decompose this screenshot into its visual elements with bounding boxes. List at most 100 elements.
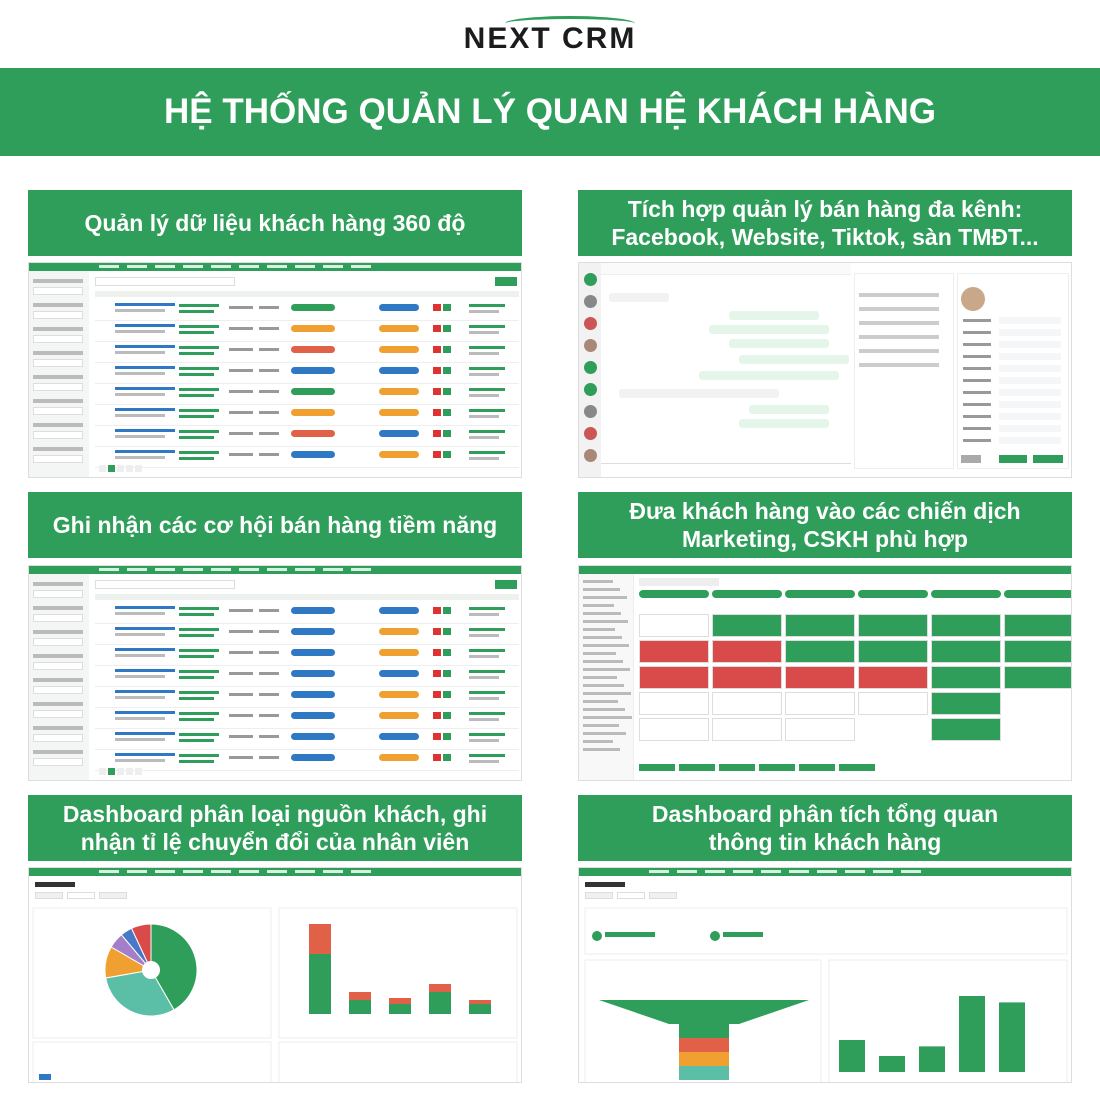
- panel-caption: Quản lý dữ liệu khách hàng 360 độ: [28, 190, 522, 256]
- ui-block: [33, 311, 83, 319]
- ui-block: [127, 568, 147, 571]
- ui-block: [961, 455, 981, 463]
- ui-block: [259, 306, 279, 309]
- ui-block: [963, 367, 991, 370]
- ui-shape: [592, 931, 602, 941]
- ui-block: [291, 430, 335, 437]
- ui-block: [999, 377, 1061, 384]
- panel-caption: Đưa khách hàng vào các chiến dịch Marketi…: [578, 492, 1072, 558]
- ui-block: [619, 389, 779, 398]
- ui-block: [135, 768, 142, 775]
- ui-block: [229, 411, 253, 414]
- ui-block: [583, 732, 626, 735]
- ui-block: [963, 403, 991, 406]
- ui-block: [583, 668, 630, 671]
- ui-shape: [469, 1000, 491, 1004]
- ui-block: [699, 371, 839, 380]
- ui-block: [115, 408, 175, 411]
- ui-block: [115, 717, 165, 720]
- ui-block: [433, 388, 441, 395]
- ui-block: [95, 446, 519, 447]
- ui-shape: [999, 1002, 1025, 1072]
- ui-block: [469, 409, 505, 412]
- ui-block: [99, 768, 106, 775]
- ui-block: [379, 607, 419, 614]
- ui-block: [443, 754, 451, 761]
- ui-block: [931, 666, 1001, 689]
- ui-shape: [879, 1056, 905, 1072]
- ui-block: [469, 628, 505, 631]
- ui-block: [443, 628, 451, 635]
- ui-block: [115, 606, 175, 609]
- ui-block: [115, 654, 165, 657]
- ui-block: [584, 339, 597, 352]
- ui-block: [379, 670, 419, 677]
- ui-block: [115, 711, 175, 714]
- ui-block: [433, 430, 441, 437]
- ui-block: [999, 365, 1061, 372]
- ui-block: [95, 707, 519, 708]
- ui-block: [229, 432, 253, 435]
- ui-block: [291, 451, 335, 458]
- ui-block: [433, 304, 441, 311]
- ui-block: [179, 733, 219, 736]
- ui-block: [259, 453, 279, 456]
- ui-block: [584, 361, 597, 374]
- ui-block: [95, 728, 519, 729]
- ui-block: [33, 614, 83, 622]
- ui-block: [291, 607, 335, 614]
- ui-block: [858, 614, 928, 637]
- ui-block: [443, 430, 451, 437]
- ui-block: [433, 733, 441, 740]
- ui-block: [649, 892, 677, 899]
- ui-block: [469, 613, 499, 616]
- ui-block: [639, 614, 709, 637]
- ui-block: [267, 870, 287, 873]
- ui-block: [95, 467, 519, 468]
- ui-block: [33, 327, 83, 331]
- ui-block: [443, 649, 451, 656]
- ui-block: [179, 331, 214, 334]
- ui-block: [115, 330, 165, 333]
- ui-block: [583, 612, 621, 615]
- ui-block: [443, 733, 451, 740]
- ui-shape: [679, 1052, 729, 1066]
- ui-block: [115, 675, 165, 678]
- ui-block: [115, 387, 175, 390]
- ui-block: [999, 455, 1027, 463]
- ui-block: [179, 430, 219, 433]
- ui-block: [95, 594, 519, 600]
- screenshot: [28, 262, 522, 478]
- chart-illustration: [584, 907, 1068, 1082]
- ui-block: [115, 690, 175, 693]
- ui-block: [785, 614, 855, 637]
- ui-block: [115, 414, 165, 417]
- ui-block: [858, 590, 928, 598]
- ui-block: [179, 373, 214, 376]
- ui-block: [931, 640, 1001, 663]
- ui-block: [259, 693, 279, 696]
- ui-block: [259, 390, 279, 393]
- ui-block: [33, 750, 83, 754]
- ui-block: [155, 568, 175, 571]
- ui-block: [433, 628, 441, 635]
- ui-block: [469, 733, 505, 736]
- caption-line: Marketing, CSKH phù hợp: [682, 526, 968, 552]
- ui-block: [115, 696, 165, 699]
- ui-shape: [429, 992, 451, 1014]
- ui-shape: [605, 932, 655, 937]
- ui-block: [584, 273, 597, 286]
- ui-block: [379, 649, 419, 656]
- caption-line: Quản lý dữ liệu khách hàng 360 độ: [84, 210, 466, 236]
- ui-block: [33, 758, 83, 766]
- ui-block: [799, 764, 835, 771]
- ui-block: [999, 341, 1061, 348]
- ui-block: [183, 568, 203, 571]
- ui-block: [95, 362, 519, 363]
- ui-block: [179, 655, 214, 658]
- ui-block: [291, 670, 335, 677]
- ui-block: [469, 676, 499, 679]
- ui-block: [469, 670, 505, 673]
- ui-block: [291, 325, 335, 332]
- ui-shape: [469, 1004, 491, 1014]
